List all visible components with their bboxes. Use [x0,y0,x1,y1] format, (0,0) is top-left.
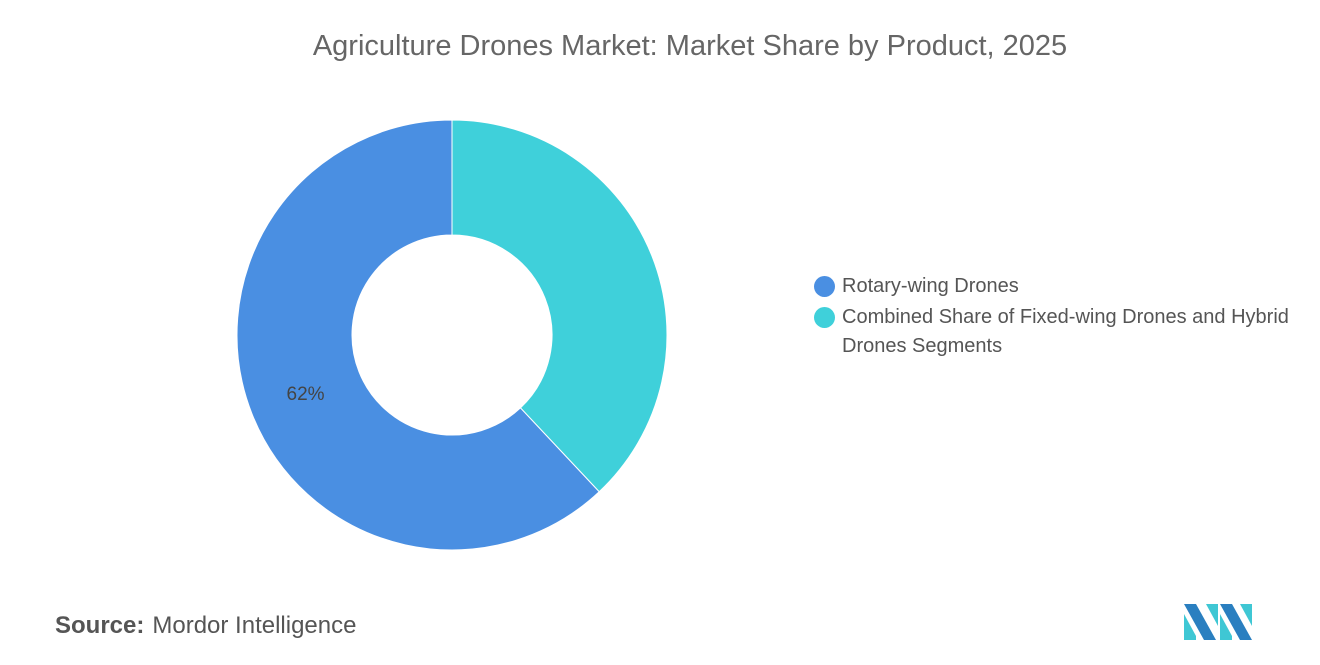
source-label: Source: [55,612,145,639]
legend-swatch-fixed-hybrid [814,307,835,328]
legend-label: Combined Share of Fixed-wing Drones and … [842,306,1289,357]
slice-rotary-wing[interactable] [236,119,600,551]
legend-swatch-rotary-wing [814,276,835,297]
legend: Rotary-wing Drones Combined Share of Fix… [812,272,1292,363]
mordor-intelligence-logo [1184,604,1252,640]
chart-title: Agriculture Drones Market: Market Share … [312,30,1068,62]
source-value: Mordor Intelligence [152,612,357,639]
legend-label: Rotary-wing Drones [842,275,1019,297]
data-label-rotary-wing: 62% [287,384,325,405]
slice-fixed-hybrid[interactable] [451,119,668,493]
source-note: Source: Mordor Intelligence [55,612,356,640]
legend-item-rotary-wing[interactable]: Rotary-wing Drones [812,272,1292,301]
legend-item-fixed-hybrid[interactable]: Combined Share of Fixed-wing Drones and … [812,303,1292,361]
